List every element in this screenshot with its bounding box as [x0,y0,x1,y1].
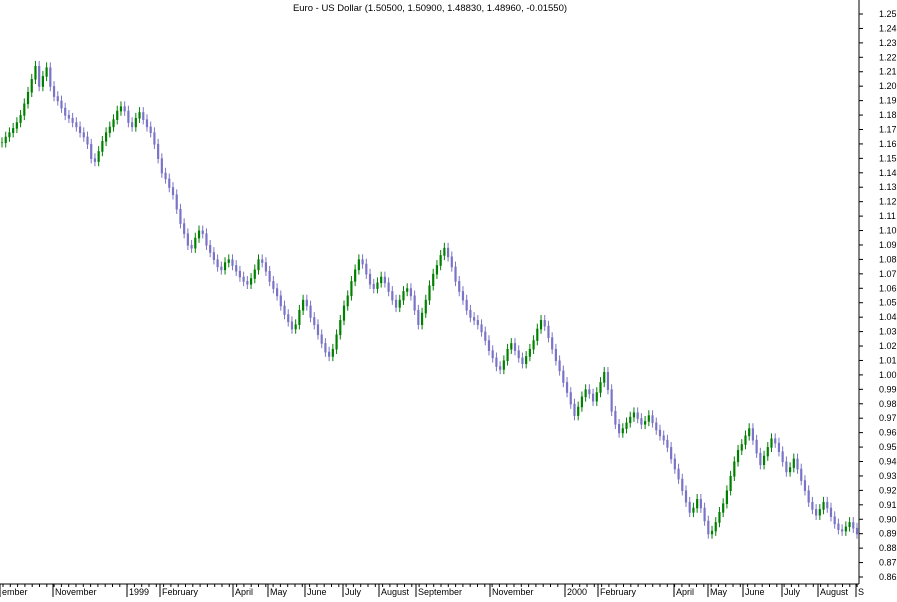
y-tick-label: 0.88 [879,543,897,553]
y-tick-label: 1.17 [879,124,897,134]
x-tick-label: May [710,587,728,597]
y-axis: 1.25 1.24 1.23 1.22 1.21 1.20 1.19 1.18 1.17 1.16… [859,9,897,582]
y-tick-label: 1.01 [879,355,897,365]
x-tick-label: June [307,587,327,597]
y-tick-label: 1.02 [879,341,897,351]
y-tick-label: 0.86 [879,572,897,582]
y-tick-label: 0.98 [879,399,897,409]
y-tick-label: 1.05 [879,298,897,308]
x-tick-label: June [745,587,765,597]
y-tick-label: 1.07 [879,269,897,279]
x-tick-label: November [492,587,534,597]
y-tick-label: 0.87 [879,558,897,568]
y-tick-label: 1.11 [879,211,896,221]
y-tick-label: 1.23 [879,38,897,48]
y-tick-label: 1.08 [879,254,897,264]
y-tick-label: 1.16 [879,139,897,149]
x-tick-label: 2000 [567,587,587,597]
chart-title: Euro - US Dollar (1.50500, 1.50900, 1.48… [293,3,567,14]
x-tick-label: July [784,587,801,597]
x-tick-label: ember [2,587,28,597]
y-tick-label: 1.04 [879,312,897,322]
y-tick-label: 1.10 [879,226,897,236]
y-tick-label: 1.18 [879,110,897,120]
x-tick-label: August [381,587,410,597]
x-tick-label: November [55,587,97,597]
x-tick-label: S [858,587,864,597]
x-tick-label: 1999 [129,587,149,597]
x-tick-label: May [270,587,288,597]
y-tick-label: 0.97 [879,413,897,423]
y-tick-label: 1.13 [879,182,897,192]
x-axis: ember November 1999 February April May June Jul… [0,584,864,597]
y-tick-label: 1.21 [879,67,897,77]
y-tick-label: 1.09 [879,240,897,250]
x-tick-label: August [820,587,849,597]
x-tick-label: February [600,587,637,597]
y-tick-label: 0.89 [879,529,897,539]
y-tick-label: 1.06 [879,283,897,293]
y-tick-label: 0.91 [879,500,897,510]
x-tick-label: April [676,587,694,597]
plot-area [0,60,859,539]
x-tick-label: September [418,587,462,597]
y-tick-label: 0.99 [879,384,897,394]
y-tick-label: 0.90 [879,514,897,524]
y-tick-label: 1.15 [879,153,897,163]
x-tick-label: July [345,587,362,597]
y-tick-label: 1.19 [879,96,897,106]
x-tick-label: February [162,587,199,597]
y-tick-label: 1.24 [879,23,897,33]
y-tick-label: 1.25 [879,9,897,19]
y-tick-label: 0.94 [879,457,897,467]
y-tick-label: 0.92 [879,485,897,495]
y-tick-label: 1.03 [879,327,897,337]
y-tick-label: 0.95 [879,442,897,452]
y-tick-label: 1.12 [879,197,897,207]
y-tick-label: 1.00 [879,370,897,380]
y-tick-label: 0.96 [879,428,897,438]
y-tick-label: 0.93 [879,471,897,481]
x-tick-label: April [235,587,253,597]
y-tick-label: 1.22 [879,52,897,62]
y-tick-label: 1.20 [879,81,897,91]
y-tick-label: 1.14 [879,168,897,178]
